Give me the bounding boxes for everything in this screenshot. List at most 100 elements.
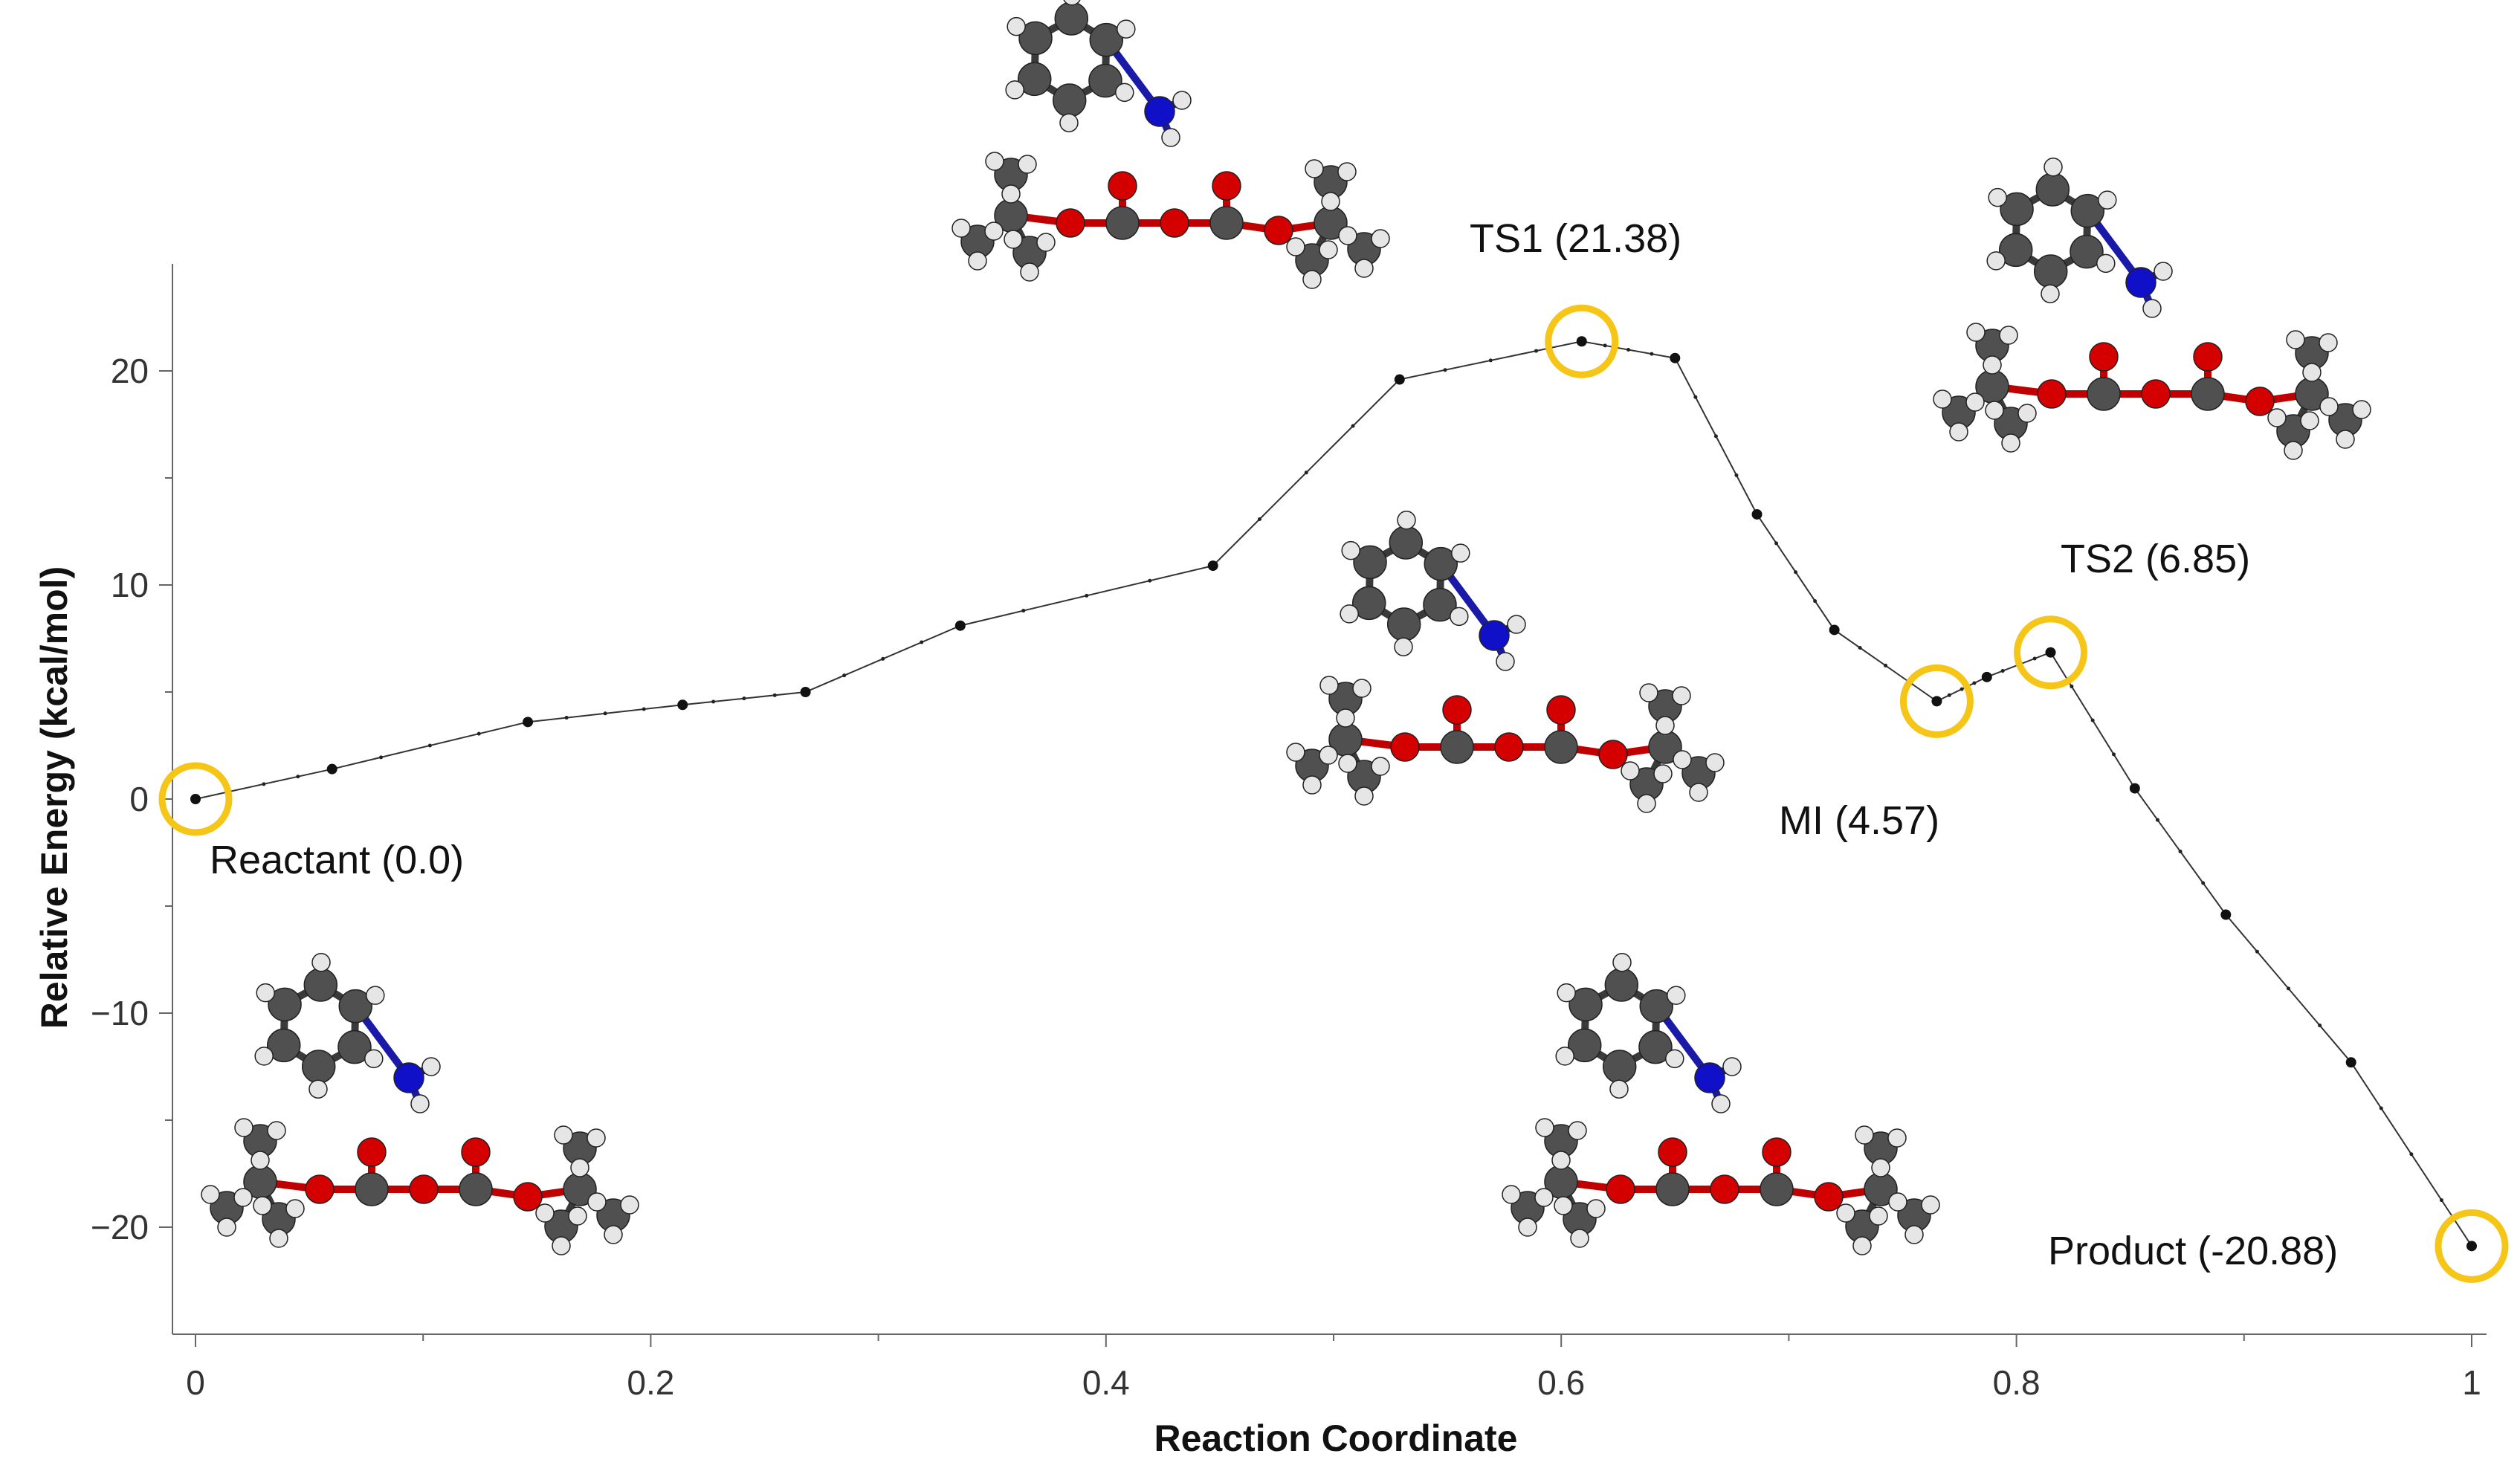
- molecule-atom: [1423, 587, 1457, 622]
- path-dot: [1443, 368, 1447, 372]
- molecule-atom: [1904, 1225, 1924, 1244]
- data-point: [2045, 647, 2056, 658]
- molecule-atom: [1869, 1206, 1888, 1226]
- molecule-atom: [1059, 113, 1079, 132]
- molecule-atom: [1855, 1125, 1874, 1145]
- molecule-atom: [1338, 226, 1357, 245]
- y-tick-label: −10: [91, 994, 149, 1032]
- path-dot: [1148, 578, 1152, 583]
- molecule-atom: [1965, 392, 1985, 412]
- path-dot: [2318, 1024, 2322, 1028]
- molecule-atom: [1609, 1079, 1629, 1099]
- data-point: [326, 763, 337, 775]
- molecule-atom: [2000, 192, 2034, 227]
- x-axis-title: Reaction Coordinate: [1154, 1417, 1518, 1459]
- x-tick-label: 1: [2462, 1363, 2481, 1402]
- molecule-atom: [1999, 326, 2018, 345]
- molecule-atom: [2037, 379, 2067, 409]
- data-point: [1751, 508, 1763, 520]
- molecule-atom: [1555, 1047, 1574, 1066]
- molecule-atom: [1602, 1050, 1637, 1084]
- path-dot: [711, 699, 716, 704]
- molecule-atom: [1655, 716, 1675, 735]
- path-dot: [427, 743, 432, 748]
- path-dot: [742, 696, 746, 701]
- molecule-atom: [201, 1185, 220, 1204]
- data-point: [2345, 1057, 2356, 1068]
- molecule-atom: [1921, 1195, 1940, 1215]
- highlight-circles: [158, 304, 2509, 1283]
- molecule-atom: [1319, 746, 1338, 765]
- molecule-atom: [535, 1203, 555, 1223]
- molecule-atom: [1352, 679, 1372, 698]
- molecule-atom: [1568, 1121, 1587, 1140]
- molecule-atom: [217, 1218, 236, 1237]
- molecule-atom: [1689, 783, 1708, 802]
- data-point: [677, 699, 688, 711]
- molecule-atom: [1390, 732, 1420, 762]
- path-dot: [2379, 1106, 2383, 1110]
- molecule-atom: [2319, 397, 2339, 416]
- molecule-atom: [1546, 695, 1576, 725]
- molecule-atom: [1007, 16, 1026, 36]
- molecule-atom: [1535, 1118, 1554, 1137]
- molecule-product: [1502, 953, 1940, 1255]
- molecule-atom: [1694, 1062, 1725, 1093]
- molecule-atom: [1397, 511, 1416, 530]
- path-dot: [842, 673, 847, 678]
- path-dot: [2032, 656, 2037, 661]
- data-point: [1394, 374, 1405, 385]
- molecule-atom: [985, 152, 1004, 171]
- label-reactant: Reactant (0.0): [210, 838, 464, 882]
- molecule-atom: [1144, 96, 1175, 127]
- path-dot: [2155, 818, 2159, 822]
- molecule-atom: [2300, 411, 2319, 430]
- y-tick-label: −20: [91, 1208, 149, 1247]
- y-tick-label: 20: [111, 352, 149, 390]
- molecule-atom: [1172, 91, 1192, 110]
- highlight-mi: [1899, 664, 1974, 738]
- path-dot: [1257, 517, 1261, 521]
- molecule-atom: [266, 1028, 301, 1063]
- molecule-atom: [1983, 355, 2002, 375]
- molecule-mi: [1286, 511, 1725, 813]
- molecule-atom: [2142, 299, 2162, 318]
- path-dot: [1794, 570, 1798, 575]
- path-dot: [2255, 949, 2259, 954]
- molecule-atom: [1760, 1172, 1794, 1206]
- data-points: [190, 336, 2477, 1252]
- data-point: [523, 717, 534, 728]
- molecule-atom: [2070, 193, 2105, 228]
- path-dot: [1960, 687, 1964, 691]
- y-tick-label: 0: [129, 780, 149, 818]
- molecule-atom: [1888, 1192, 1907, 1212]
- molecule-atom: [338, 989, 373, 1024]
- molecule-atom: [1451, 543, 1470, 563]
- molecule-atom: [311, 953, 331, 972]
- molecule-atom: [2044, 158, 2063, 177]
- molecule-atom: [1160, 208, 1189, 238]
- molecule-atom: [1354, 259, 1374, 278]
- molecule-atom: [1108, 171, 1137, 201]
- molecule-atom: [421, 1057, 441, 1076]
- data-point: [1670, 352, 1681, 363]
- molecule-atom: [1302, 270, 1322, 289]
- molecule-atom: [1005, 80, 1024, 100]
- label-mi: MI (4.57): [1779, 798, 1939, 843]
- molecule-atom: [1518, 1218, 1537, 1237]
- molecule-atom: [1056, 208, 1085, 238]
- molecule-atom: [1088, 63, 1122, 98]
- path-dot: [1813, 599, 1818, 604]
- data-point: [2220, 909, 2232, 920]
- path-dot: [603, 711, 607, 716]
- molecule-atom: [1496, 652, 1515, 671]
- path-dot: [379, 755, 384, 760]
- molecule-atom: [2284, 441, 2303, 460]
- data-point: [1576, 336, 1587, 347]
- molecule-atom: [2087, 377, 2121, 411]
- molecule-atom: [2070, 234, 2104, 269]
- molecule-atom: [1017, 62, 1052, 97]
- molecule-illustrations: [201, 0, 2371, 1255]
- molecule-atom: [1319, 240, 1338, 259]
- molecule-atom: [1286, 743, 1305, 762]
